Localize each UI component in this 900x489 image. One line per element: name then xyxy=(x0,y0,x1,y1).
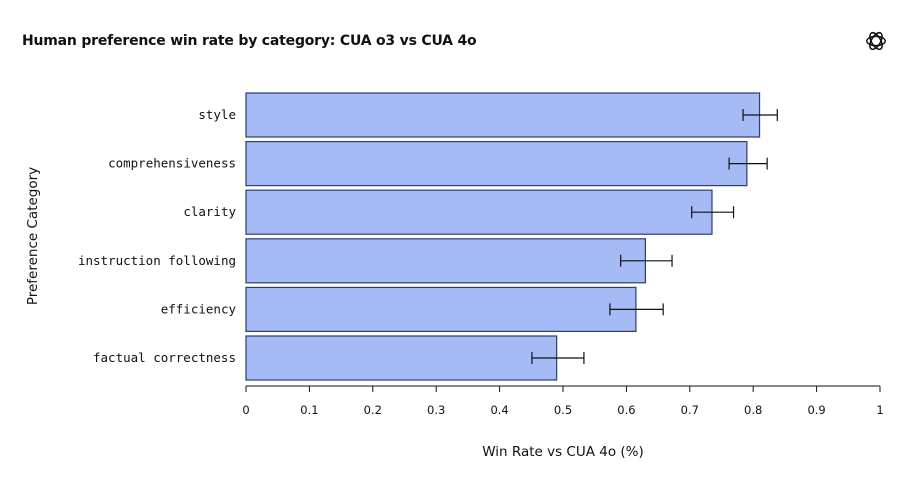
bar-style xyxy=(245,92,761,138)
error-bar xyxy=(691,206,735,219)
category-label: factual correctness xyxy=(93,350,236,365)
bar-efficiency xyxy=(245,286,637,332)
x-tick-label: 1 xyxy=(876,403,883,417)
x-tick-label: 0.9 xyxy=(807,403,825,417)
x-tick-label: 0.3 xyxy=(427,403,445,417)
category-label: style xyxy=(198,107,236,122)
x-tick-label: 0.5 xyxy=(554,403,572,417)
category-label: efficiency xyxy=(161,301,237,316)
x-tick-label: 0.8 xyxy=(744,403,762,417)
category-label: comprehensiveness xyxy=(108,156,236,171)
bar-clarity xyxy=(245,189,713,235)
error-bar xyxy=(742,109,778,121)
x-tick-label: 0 xyxy=(242,403,249,417)
error-bar xyxy=(620,254,673,267)
error-bar xyxy=(531,352,585,364)
x-tick-label: 0.2 xyxy=(364,403,382,417)
category-label: instruction following xyxy=(78,253,236,268)
error-bar xyxy=(728,157,768,170)
chart-title: Human preference win rate by category: C… xyxy=(22,33,477,49)
x-tick-label: 0.7 xyxy=(681,403,699,417)
x-tick-label: 0.6 xyxy=(617,403,635,417)
y-axis-title: Preference Category xyxy=(25,167,41,305)
x-tick-label: 0.4 xyxy=(490,403,508,417)
category-label: clarity xyxy=(183,204,236,219)
bar-factual-correctness xyxy=(245,335,558,381)
bar-comprehensiveness xyxy=(245,141,748,187)
x-axis-title: Win Rate vs CUA 4o (%) xyxy=(482,444,644,460)
x-tick-label: 0.1 xyxy=(300,403,318,417)
error-bar xyxy=(609,303,664,316)
bar-instruction-following xyxy=(245,238,647,284)
openai-logo-icon xyxy=(866,31,886,51)
